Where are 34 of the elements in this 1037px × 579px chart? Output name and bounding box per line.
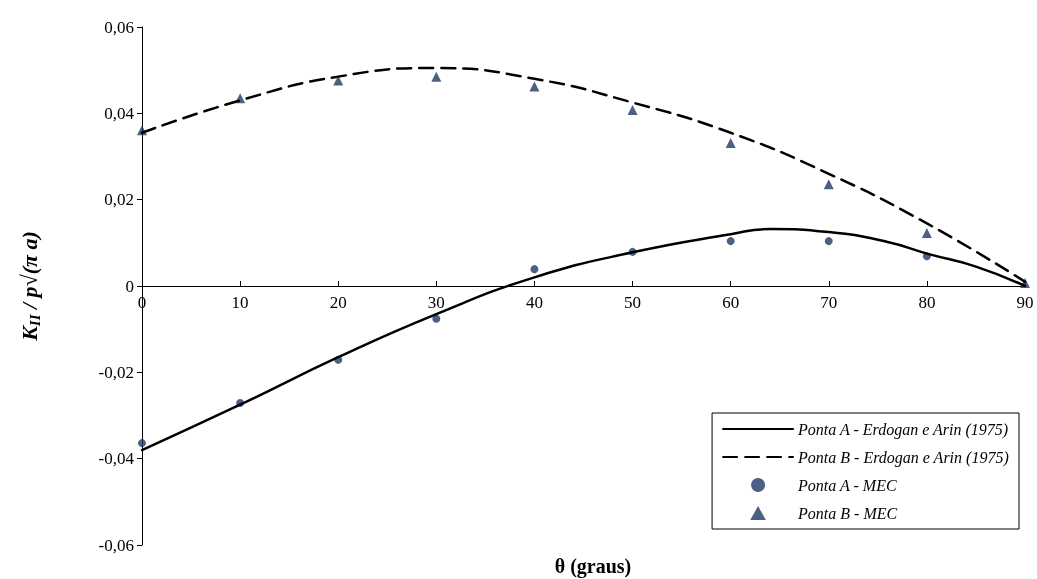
x-axis-title: θ (graus): [554, 555, 632, 578]
point: [627, 104, 638, 115]
y-tick-label: 0,04: [104, 103, 135, 123]
x-tick-label: 70: [820, 293, 838, 312]
x-tick-label: 50: [624, 293, 642, 312]
x-tick-label: 20: [329, 293, 347, 312]
point: [725, 138, 736, 149]
point: [431, 71, 442, 82]
point: [333, 75, 344, 86]
point: [823, 179, 834, 190]
x-tick-label: 10: [231, 293, 249, 312]
y-tick-label: -0,02: [98, 362, 134, 382]
point: [824, 237, 833, 246]
legend-label: Ponta A - Erdogan e Arin (1975): [797, 420, 1009, 439]
x-tick-label: 80: [918, 293, 936, 312]
x-tick-label: 90: [1016, 293, 1034, 312]
y-tick-label: -0,04: [98, 449, 135, 469]
y-tick-label: -0,06: [98, 535, 134, 555]
point: [432, 314, 441, 323]
legend-label: Ponta B - MEC: [797, 504, 898, 522]
point: [529, 81, 540, 92]
point: [921, 227, 932, 238]
x-tick-label: 30: [427, 293, 445, 312]
legend-label: Ponta A - MEC: [797, 476, 897, 494]
y-tick-label: 0,06: [104, 17, 134, 37]
y-tick-label: 0,02: [104, 190, 134, 210]
x-tick-label: 40: [525, 293, 543, 312]
point: [726, 237, 735, 246]
legend-label: Ponta B - Erdogan e Arin (1975): [797, 448, 1009, 467]
point: [138, 439, 146, 448]
point: [530, 265, 539, 274]
y-axis-title: KII / p√(π a): [17, 231, 43, 342]
x-tick-label: 60: [722, 293, 740, 312]
y-tick-label: 0: [125, 276, 134, 296]
